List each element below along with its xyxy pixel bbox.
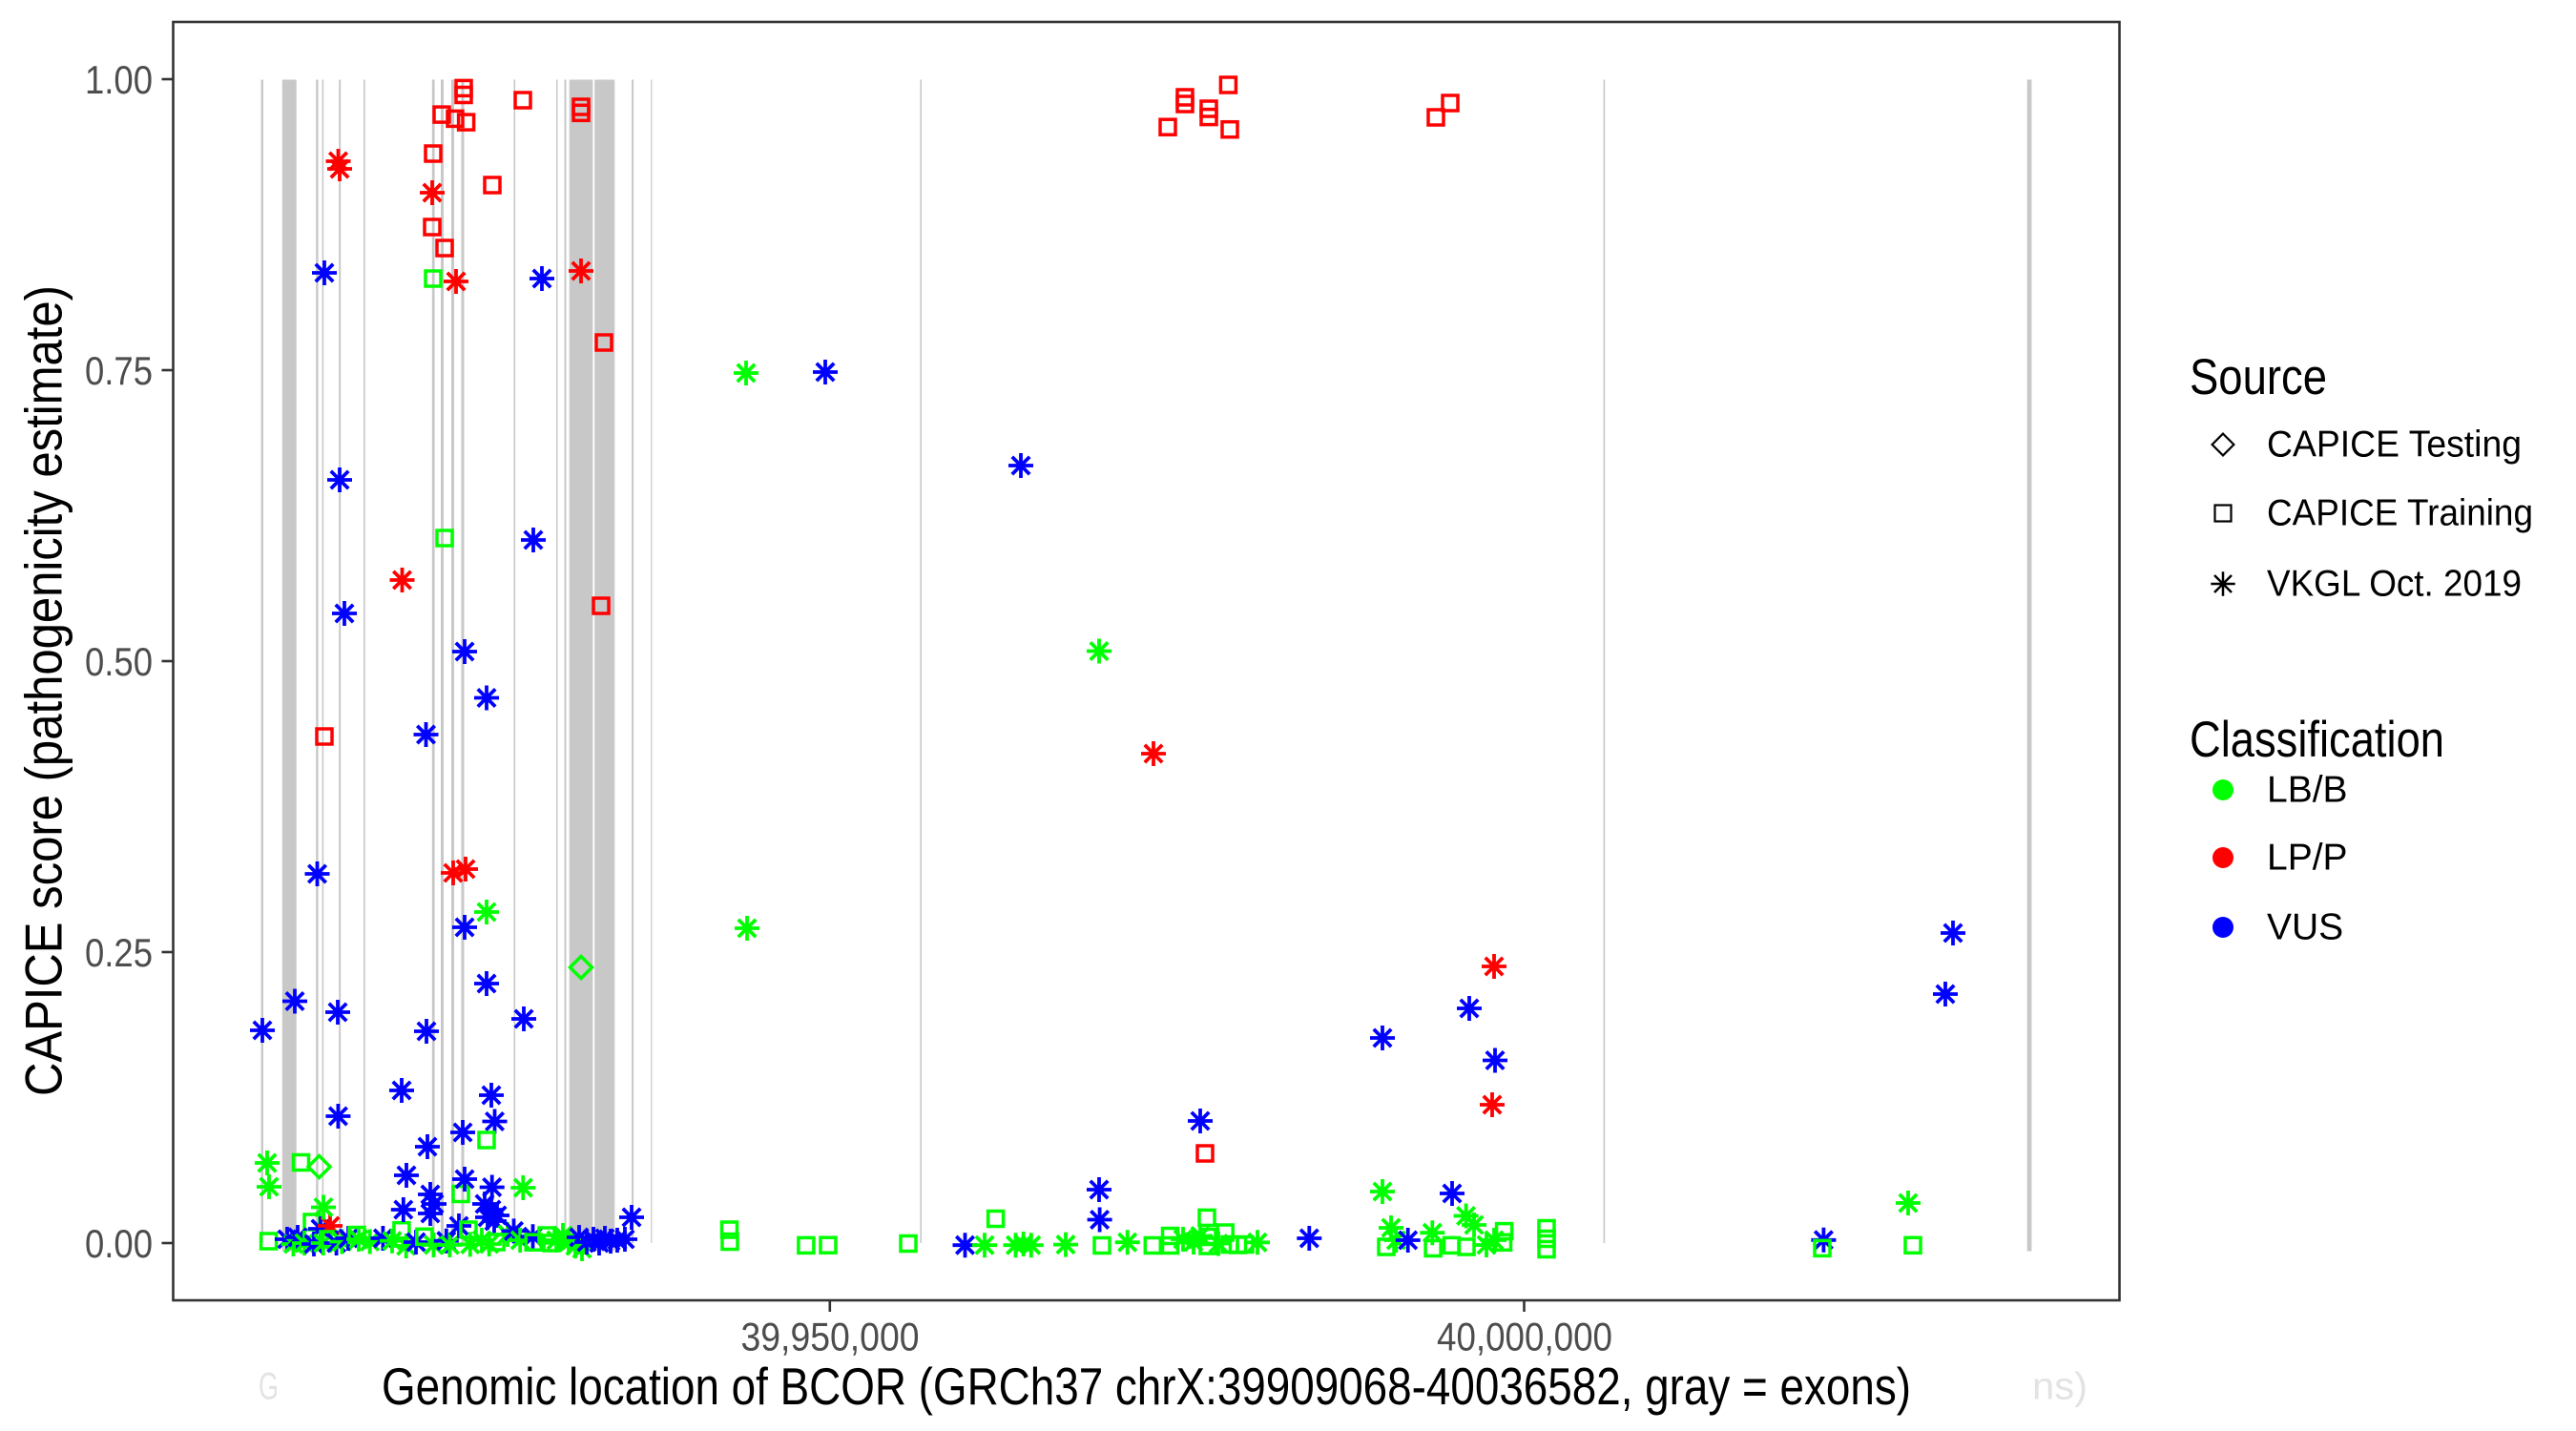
svg-text:1.00: 1.00 bbox=[85, 57, 153, 102]
svg-text:CAPICE score (pathogenicity es: CAPICE score (pathogenicity estimate) bbox=[14, 285, 73, 1096]
svg-text:Classification: Classification bbox=[2190, 712, 2444, 768]
svg-text:VKGL Oct. 2019: VKGL Oct. 2019 bbox=[2267, 564, 2522, 605]
svg-text:0.00: 0.00 bbox=[85, 1221, 153, 1266]
svg-text:VUS: VUS bbox=[2267, 907, 2343, 948]
svg-text:0.50: 0.50 bbox=[85, 639, 153, 684]
svg-text:0.25: 0.25 bbox=[85, 930, 153, 975]
svg-text:Source: Source bbox=[2190, 349, 2327, 405]
svg-text:0.75: 0.75 bbox=[85, 348, 153, 393]
svg-text:ns): ns) bbox=[2032, 1366, 2088, 1408]
svg-text:Genomic location of BCOR (GRCh: Genomic location of BCOR (GRCh37 chrX:39… bbox=[382, 1357, 1911, 1416]
svg-text:LB/B: LB/B bbox=[2267, 770, 2348, 811]
svg-text:40,000,000: 40,000,000 bbox=[1437, 1314, 1612, 1358]
svg-text:LP/P: LP/P bbox=[2267, 838, 2348, 879]
svg-text:CAPICE Training: CAPICE Training bbox=[2267, 493, 2533, 534]
svg-text:G: G bbox=[259, 1366, 279, 1408]
svg-text:CAPICE Testing: CAPICE Testing bbox=[2267, 425, 2522, 466]
svg-text:39,950,000: 39,950,000 bbox=[741, 1314, 920, 1358]
